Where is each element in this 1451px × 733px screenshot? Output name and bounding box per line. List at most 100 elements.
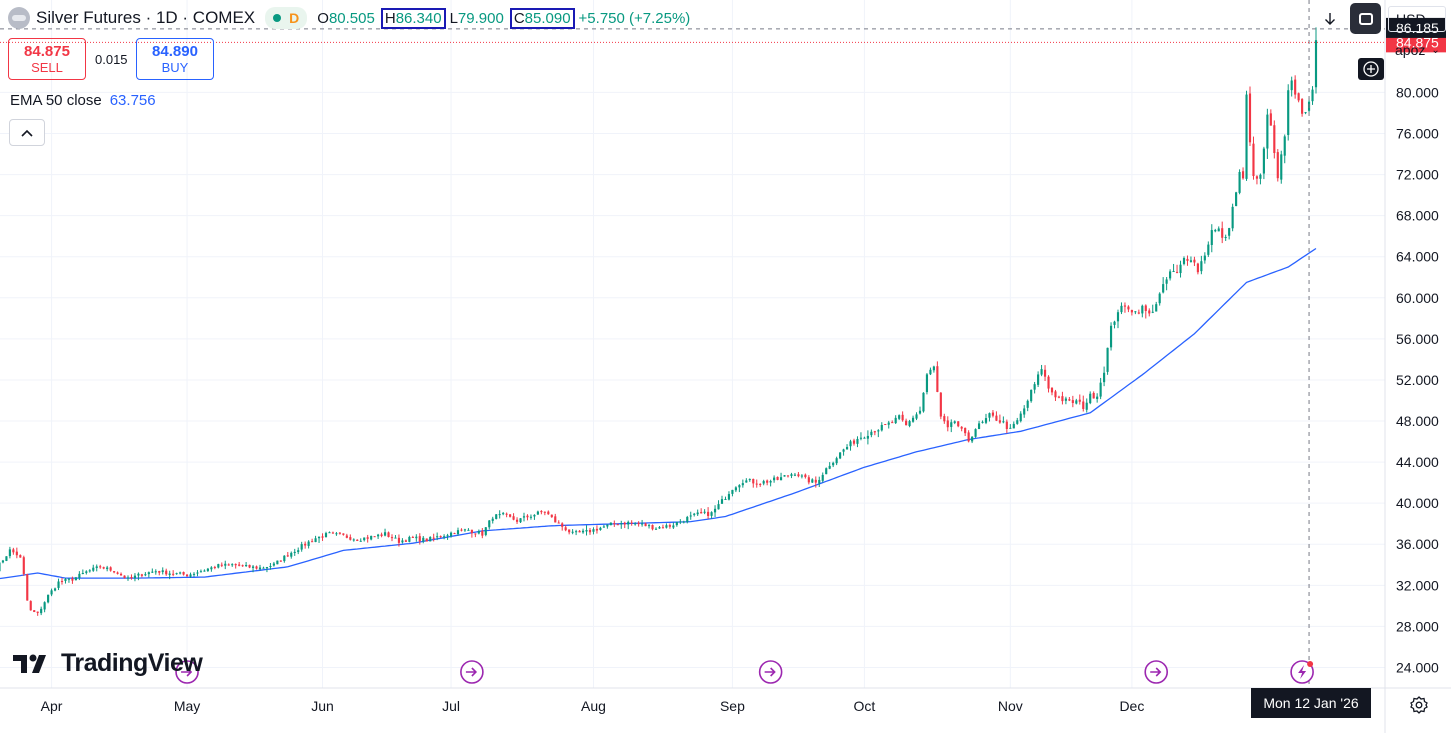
- market-status-pill[interactable]: D: [265, 7, 308, 29]
- candle-body: [231, 564, 234, 566]
- dividend-event-icon[interactable]: [758, 660, 783, 684]
- candle-body: [946, 420, 949, 428]
- candle-body: [463, 529, 467, 531]
- candle-body: [19, 555, 22, 558]
- price-tick-label: 68.000: [1396, 208, 1439, 224]
- candle-body: [401, 540, 404, 543]
- candle-body: [849, 441, 852, 447]
- candle-body: [1019, 413, 1022, 422]
- candle-body: [505, 513, 508, 515]
- candle-body: [404, 540, 407, 542]
- buy-button[interactable]: 84.890 BUY: [136, 38, 214, 80]
- sell-price: 84.875: [24, 43, 70, 60]
- candle-body: [835, 458, 838, 464]
- candle-body: [1130, 310, 1133, 313]
- candle-body: [922, 392, 925, 412]
- scroll-to-latest-button[interactable]: [1318, 7, 1342, 31]
- candle-body: [363, 537, 366, 541]
- candle-body: [800, 475, 803, 477]
- unit-value: apoz: [1395, 42, 1426, 58]
- candle-body: [925, 374, 929, 393]
- candle-body: [880, 424, 883, 431]
- lightning-event-icon[interactable]: [1290, 660, 1314, 684]
- last-price-tag-label: 84.875: [1396, 34, 1439, 50]
- candle-body: [387, 532, 390, 537]
- candle-body: [317, 536, 321, 539]
- candle-body: [512, 516, 515, 520]
- time-tick-label: Sep: [720, 698, 745, 714]
- candle-body: [713, 508, 717, 513]
- candle-body: [1057, 396, 1061, 398]
- candle-body: [595, 528, 599, 531]
- candle-body: [1085, 402, 1088, 410]
- candle-body: [241, 565, 244, 567]
- add-alert-button[interactable]: [1358, 58, 1384, 80]
- collapse-legend-button[interactable]: [9, 119, 45, 146]
- candle-body: [283, 555, 286, 562]
- sell-button[interactable]: 84.875 SELL: [8, 38, 86, 80]
- candle-body: [613, 523, 616, 525]
- candle-body: [286, 555, 289, 557]
- candles-layer: [0, 27, 1318, 616]
- ohlc-values: O 80.505 H86.340 L 79.900 C85.090 +5.750 (…: [317, 7, 696, 29]
- candle-body: [251, 566, 255, 568]
- candle-body: [707, 511, 710, 516]
- candle-body: [1089, 393, 1092, 404]
- dividend-event-icon[interactable]: [460, 660, 484, 684]
- tradingview-logo[interactable]: TradingView: [13, 649, 203, 678]
- ema-legend[interactable]: EMA 50 close 63.756: [10, 92, 156, 109]
- candle-body: [335, 533, 338, 535]
- candle-body: [1071, 400, 1074, 404]
- candle-body: [832, 462, 835, 466]
- event-notification-dot: [1307, 661, 1314, 667]
- candle-body: [1043, 369, 1047, 377]
- candle-body: [1054, 391, 1057, 398]
- candle-body: [773, 477, 776, 481]
- price-axis[interactable]: 24.000 28.000 32.000 36.000 40.000 44.000 48.0…: [1386, 17, 1446, 676]
- candle-body: [453, 533, 456, 535]
- candle-body: [439, 536, 442, 538]
- candle-body: [1196, 263, 1199, 273]
- candle-body: [22, 557, 25, 575]
- candle-body: [898, 415, 901, 419]
- candle-body: [856, 438, 859, 444]
- candle-body: [43, 602, 46, 610]
- candle-body: [64, 579, 67, 581]
- candle-body: [488, 520, 491, 528]
- time-axis[interactable]: Apr May Jun Jul Aug Sep Oct Nov Dec: [41, 698, 1145, 714]
- candle-body: [99, 566, 102, 568]
- candle-body: [679, 521, 682, 523]
- candle-body: [168, 573, 171, 575]
- candle-body: [88, 570, 91, 572]
- close-label: C: [513, 9, 525, 27]
- candle-body: [1241, 171, 1245, 179]
- candle-body: [870, 431, 873, 436]
- candle-body: [1252, 143, 1255, 177]
- candle-body: [1224, 237, 1227, 239]
- fullscreen-button[interactable]: [1350, 3, 1381, 34]
- candle-body: [529, 516, 533, 518]
- candle-body: [905, 420, 908, 426]
- symbol-title[interactable]: Silver Futures · 1D · COMEX: [36, 8, 256, 27]
- dividend-event-icon[interactable]: [175, 660, 199, 684]
- candle-body: [1214, 229, 1217, 232]
- candle-body: [255, 566, 258, 569]
- candle-body: [179, 572, 182, 574]
- candle-body: [1311, 89, 1314, 102]
- candle-body: [1123, 305, 1127, 307]
- candle-body: [641, 523, 644, 525]
- time-tick-label: Dec: [1119, 698, 1144, 714]
- ema-layer: [0, 247, 1317, 580]
- candle-body: [449, 532, 453, 537]
- dividend-event-icon[interactable]: [1144, 660, 1169, 684]
- currency-select[interactable]: USD ⌄: [1388, 6, 1446, 32]
- event-markers[interactable]: [175, 660, 1314, 684]
- unit-select[interactable]: apoz ⌄: [1388, 37, 1446, 63]
- candle-body: [123, 575, 126, 578]
- chart-settings-button[interactable]: [1408, 694, 1430, 716]
- candle-body: [165, 570, 168, 575]
- candle-body: [1186, 258, 1189, 261]
- candle-body: [85, 571, 88, 573]
- candle-body: [863, 437, 866, 439]
